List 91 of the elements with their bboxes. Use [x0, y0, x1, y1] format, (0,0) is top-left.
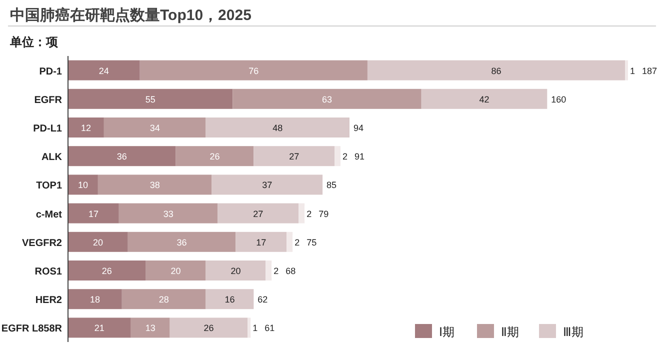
total-label: 75 [306, 237, 317, 248]
bar [68, 289, 122, 310]
data-label: 12 [80, 123, 91, 133]
bar [122, 289, 206, 310]
data-label: 17 [256, 237, 266, 248]
data-label: 20 [92, 237, 103, 248]
bar [68, 318, 131, 338]
bar [118, 203, 218, 224]
chart-subtitle: 单位：项 [9, 35, 59, 49]
y-tick-label: PD-L1 [33, 124, 62, 134]
data-label: 27 [253, 208, 264, 219]
data-label: 26 [210, 152, 220, 162]
data-label: 1 [630, 66, 636, 76]
legend-label: Ⅰ期 [439, 325, 455, 339]
bar [367, 60, 626, 80]
data-label: 26 [204, 323, 214, 334]
total-label: 91 [354, 152, 365, 162]
bar [170, 318, 248, 338]
bar [236, 232, 287, 252]
data-label: 63 [322, 94, 332, 104]
data-label: 36 [176, 237, 187, 248]
y-tick-label: ALK [41, 152, 63, 164]
data-label: 2 [306, 208, 312, 219]
y-tick-label: EGFR [34, 94, 63, 106]
total-label: 61 [264, 323, 275, 334]
data-label: 18 [90, 294, 100, 305]
data-label: 34 [150, 123, 160, 133]
total-label: 160 [551, 94, 566, 104]
data-label: 55 [145, 94, 156, 104]
y-tick-label: TOP1 [36, 180, 62, 192]
bar [68, 88, 233, 109]
data-label: 27 [289, 152, 300, 162]
bar [218, 203, 299, 224]
bar [146, 260, 206, 280]
data-label: 2 [274, 266, 279, 276]
bar [176, 146, 254, 166]
total-label: 187 [642, 66, 658, 76]
y-tick-label: PD-1 [39, 66, 62, 78]
data-label: 28 [158, 294, 169, 305]
data-label: 76 [248, 66, 259, 76]
y-tick-label: EGFR L858R [1, 324, 63, 335]
data-label: 2 [342, 152, 348, 162]
bar [68, 118, 104, 138]
total-label: 62 [258, 294, 268, 305]
data-label: 42 [479, 94, 490, 104]
bar [206, 260, 266, 280]
y-tick-label: c-Met [36, 209, 63, 220]
data-label: 20 [230, 266, 241, 276]
bar [98, 174, 212, 195]
bar [128, 232, 236, 252]
bar [421, 88, 548, 109]
bar [68, 260, 146, 280]
y-tick-label: HER2 [35, 295, 62, 306]
bar [68, 174, 98, 195]
data-label: 24 [98, 66, 109, 76]
bar [206, 289, 254, 310]
bar [104, 118, 206, 138]
data-label: 21 [94, 323, 104, 334]
bar [68, 232, 128, 252]
total-label: 85 [326, 180, 337, 190]
legend-label: Ⅲ期 [563, 325, 584, 339]
data-label: 17 [88, 208, 98, 219]
bar [212, 174, 323, 195]
data-label: 1 [252, 323, 258, 334]
legend-label: Ⅱ期 [501, 325, 519, 339]
total-label: 79 [318, 208, 329, 219]
chart-title: 中国肺癌在研靶点数量Top10，2025 [10, 6, 252, 24]
data-label: 36 [116, 152, 127, 162]
total-label: 94 [353, 123, 364, 133]
data-label: 2 [294, 237, 300, 248]
data-label: 37 [262, 180, 272, 190]
bar [206, 118, 350, 138]
bar [68, 203, 119, 224]
bar [68, 146, 176, 166]
y-tick-label: ROS1 [34, 266, 62, 278]
data-label: 20 [170, 266, 181, 276]
data-label: 26 [102, 266, 112, 276]
y-tick-label: VEGFR2 [22, 238, 62, 249]
bar [254, 146, 335, 166]
bar [140, 60, 368, 80]
data-label: 86 [491, 66, 502, 76]
data-label: 10 [78, 180, 88, 190]
data-label: 13 [145, 323, 156, 334]
total-label: 68 [286, 266, 296, 276]
bar [130, 318, 170, 338]
bar [232, 88, 422, 109]
data-label: 16 [224, 294, 235, 305]
bar [68, 60, 140, 80]
data-label: 38 [150, 180, 160, 190]
data-label: 48 [272, 123, 283, 133]
data-label: 33 [163, 208, 174, 219]
